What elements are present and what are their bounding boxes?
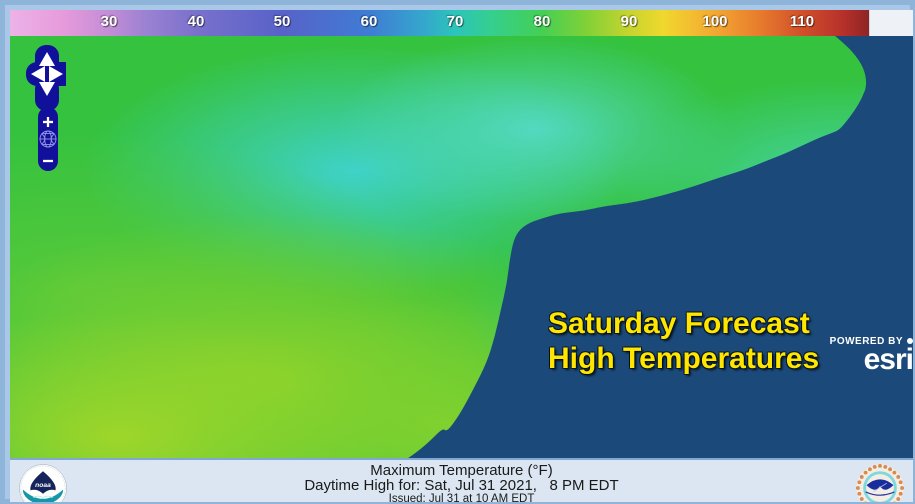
svg-text:noaa: noaa <box>35 482 51 489</box>
